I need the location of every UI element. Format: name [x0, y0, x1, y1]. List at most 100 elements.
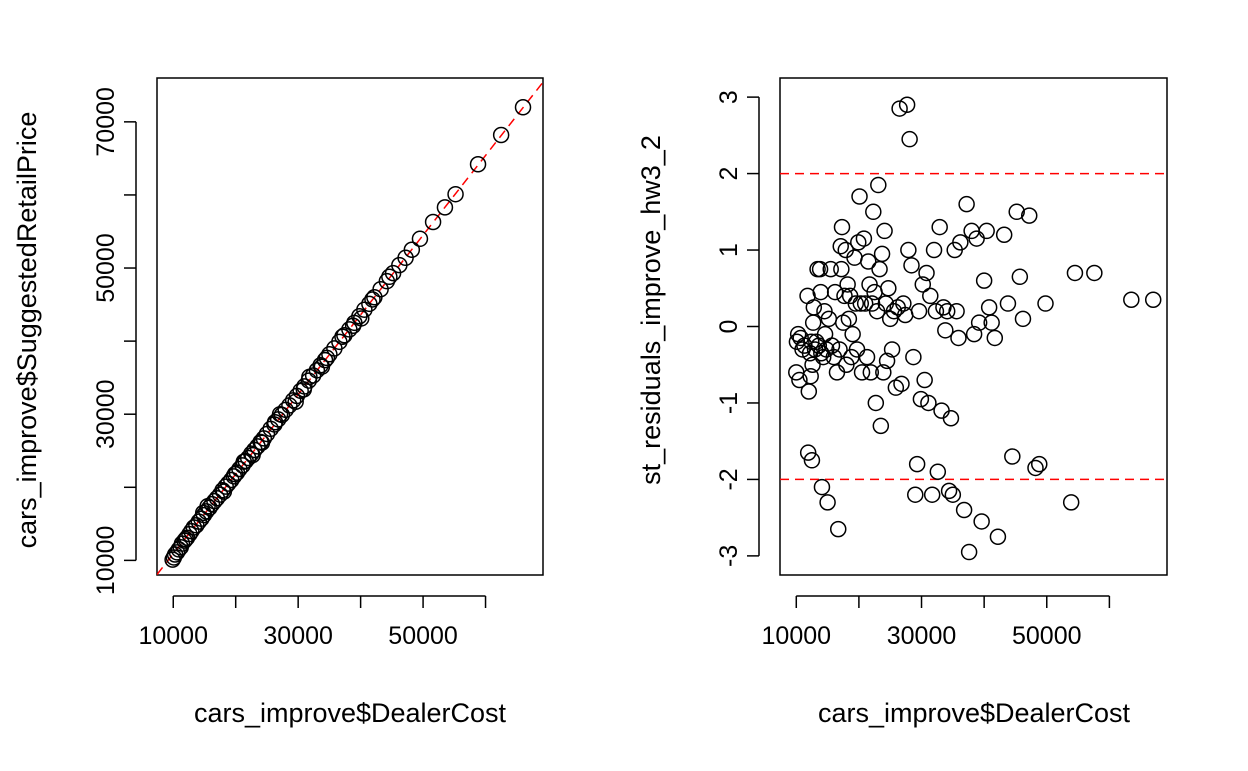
data-point: [970, 314, 988, 331]
data-point: [960, 543, 978, 561]
data-point: [805, 299, 823, 316]
data-point: [871, 260, 888, 278]
data-point: [469, 155, 487, 173]
data-point: [955, 501, 973, 519]
y-tick-label: -1: [715, 392, 743, 414]
y-axis-title: st_residuals_improve_hw3_2: [636, 135, 666, 485]
data-point: [931, 218, 948, 236]
data-point: [253, 434, 271, 451]
x-tick-label: 10000: [762, 622, 832, 650]
data-point: [887, 379, 905, 396]
data-point: [215, 483, 233, 500]
data-point: [792, 329, 809, 347]
data-point: [321, 346, 338, 363]
data-point: [812, 283, 829, 301]
data-point: [833, 260, 850, 278]
y-tick-label: 0: [715, 320, 743, 334]
data-point: [881, 310, 899, 328]
data-point: [1014, 310, 1032, 328]
data-point: [356, 301, 373, 318]
data-point: [844, 325, 861, 343]
data-point: [840, 310, 858, 328]
data-point: [898, 96, 916, 114]
data-point: [313, 358, 331, 375]
data-point: [995, 226, 1013, 243]
data-point: [226, 465, 244, 483]
data-point: [364, 291, 381, 308]
data-point: [816, 325, 834, 343]
data-point: [865, 203, 882, 221]
data-point: [920, 394, 937, 412]
data-point: [952, 234, 969, 251]
data-point: [831, 341, 848, 358]
data-point: [986, 329, 1004, 347]
y-tick-label: 10000: [92, 526, 120, 596]
data-point: [978, 222, 995, 240]
data-point: [177, 530, 194, 548]
data-point: [983, 314, 1000, 331]
data-point: [199, 498, 216, 515]
data-point: [1020, 207, 1038, 224]
data-point: [948, 302, 965, 320]
data-point: [975, 272, 993, 289]
data-point: [860, 253, 877, 270]
data-point: [942, 410, 960, 427]
x-tick-label: 10000: [138, 622, 208, 650]
data-point: [803, 333, 820, 351]
y-tick-label: 30000: [92, 379, 120, 449]
reference-lines: [780, 172, 1167, 481]
x-tick-label: 30000: [887, 622, 957, 650]
data-point: [828, 364, 846, 381]
data-point: [891, 100, 908, 117]
data-point: [1027, 459, 1044, 477]
data-point: [839, 276, 856, 293]
y-tick-label: -2: [715, 468, 743, 490]
data-point: [901, 130, 918, 148]
data-point: [938, 302, 956, 320]
data-point: [244, 446, 261, 464]
data-point: [858, 348, 876, 366]
data-point: [514, 98, 532, 116]
data-point: [802, 367, 819, 385]
data-point: [875, 364, 892, 381]
data-point: [287, 393, 304, 411]
data-point: [907, 486, 924, 503]
data-point: [1062, 494, 1080, 511]
data-point: [851, 188, 868, 205]
x-axis: 10000 30000 50000: [762, 595, 1111, 650]
data-point: [800, 383, 818, 400]
data-point: [1123, 291, 1140, 308]
data-point: [168, 544, 186, 561]
data-point: [834, 314, 852, 331]
data-point: [862, 364, 880, 381]
y-axis-title: cars_improve$SuggestedRetailPrice: [12, 112, 42, 549]
data-point: [900, 241, 917, 259]
data-points: [164, 98, 532, 568]
data-point: [823, 337, 841, 354]
data-point: [905, 348, 922, 366]
y-tick-label: 70000: [92, 87, 120, 157]
data-point: [424, 213, 442, 231]
plot-area-frame: [779, 77, 1168, 576]
data-point: [403, 241, 421, 259]
plot-area-frame: [156, 77, 544, 576]
data-point: [803, 452, 821, 469]
data-point: [295, 381, 313, 398]
data-point: [973, 513, 990, 530]
data-point: [832, 237, 849, 255]
data-point: [804, 314, 822, 331]
data-point: [929, 463, 947, 481]
data-point: [999, 295, 1017, 312]
data-point: [853, 364, 871, 381]
y-axis: -3 -2 -1 0 1 2 3: [715, 90, 760, 567]
data-point: [867, 394, 885, 412]
y-tick-label: 3: [715, 90, 743, 104]
data-point: [1004, 448, 1021, 465]
data-point: [965, 325, 983, 343]
data-point: [923, 486, 941, 503]
data-point: [883, 341, 901, 358]
data-point: [916, 371, 933, 389]
data-point: [799, 444, 817, 461]
data-point: [811, 260, 829, 278]
data-point: [918, 264, 935, 282]
